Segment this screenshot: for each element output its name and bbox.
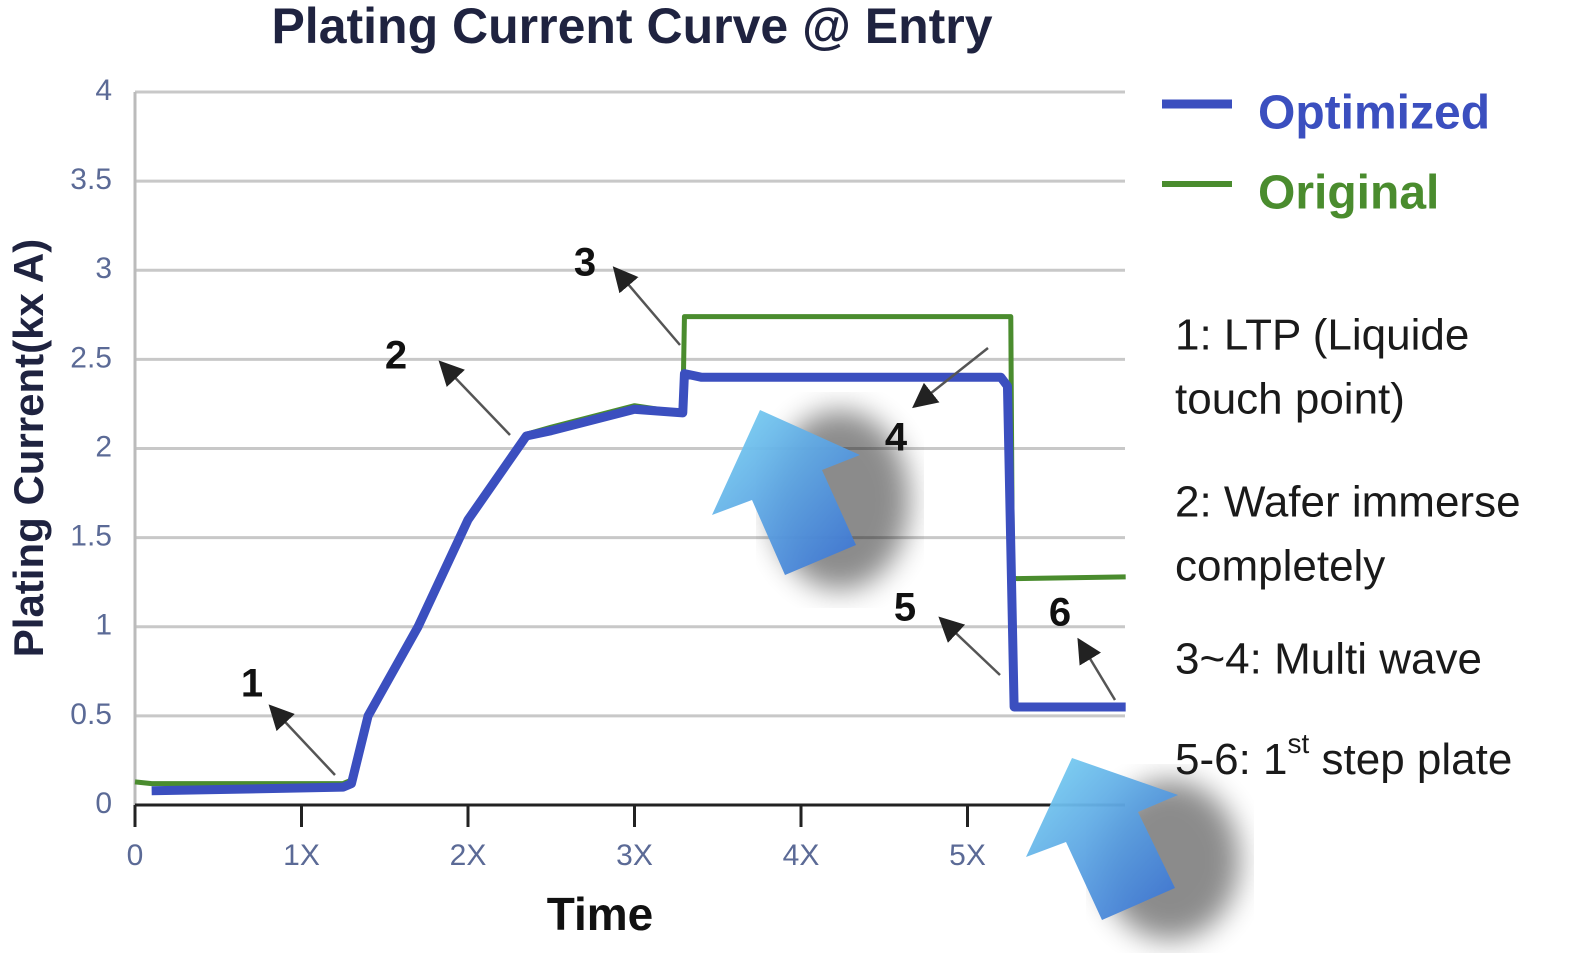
note: 3~4: Multi wave bbox=[1175, 635, 1482, 684]
x-tick-label: 2X bbox=[450, 839, 487, 872]
lines bbox=[134, 314, 1126, 796]
note: 1: LTP (Liquide bbox=[1175, 311, 1469, 360]
x-tick-label: 1X bbox=[283, 839, 320, 872]
y-tick-label: 1.5 bbox=[70, 520, 112, 553]
y-tick-label: 0.5 bbox=[70, 698, 112, 731]
annotation-arrow bbox=[938, 616, 1001, 676]
series-line bbox=[134, 314, 1126, 787]
note-part: step plate bbox=[1309, 735, 1512, 784]
y-axis-label: Plating Current(kx A) bbox=[5, 239, 52, 657]
note-superscript: st bbox=[1288, 728, 1310, 759]
annotation-arrow bbox=[1077, 637, 1117, 701]
decor-arrow bbox=[712, 410, 910, 590]
note: 5-6: 1st step plate bbox=[1175, 728, 1512, 783]
annotation-arrow bbox=[612, 266, 681, 346]
y-tick-label: 4 bbox=[95, 74, 112, 107]
series-line bbox=[151, 369, 1126, 796]
x-tick-label: 0 bbox=[127, 839, 144, 872]
annotation-arrow bbox=[912, 347, 989, 409]
y-tick-label: 2.5 bbox=[70, 341, 112, 374]
y-tick-label: 2 bbox=[95, 430, 112, 463]
x-tick-label: 5X bbox=[949, 839, 986, 872]
x-tick-label: 3X bbox=[616, 839, 653, 872]
x-axis-label: Time bbox=[547, 888, 654, 940]
note: touch point) bbox=[1175, 375, 1405, 424]
annotation: 4 bbox=[885, 416, 908, 460]
note: completely bbox=[1175, 542, 1385, 591]
note-part: 5-6: 1 bbox=[1175, 735, 1288, 784]
y-tick-label: 3.5 bbox=[70, 163, 112, 196]
annotation: 1 bbox=[241, 662, 263, 706]
chart-title: Plating Current Curve @ Entry bbox=[271, 0, 992, 54]
legend-label: Optimized bbox=[1258, 87, 1490, 140]
annotation: 2 bbox=[385, 334, 407, 378]
annotation-arrow bbox=[268, 704, 336, 776]
y-tick-label: 1 bbox=[95, 609, 112, 642]
legend: Optimized Original bbox=[1162, 87, 1490, 220]
y-tick-label: 0 bbox=[95, 787, 112, 820]
note: 2: Wafer immerse bbox=[1175, 478, 1521, 527]
x-tick-label: 4X bbox=[783, 839, 820, 872]
annotation-arrow bbox=[438, 360, 511, 436]
annotation: 6 bbox=[1049, 591, 1071, 635]
y-tick-label: 3 bbox=[95, 252, 112, 285]
annotation: 5 bbox=[894, 586, 916, 630]
annotation: 3 bbox=[574, 241, 596, 285]
decor-arrow bbox=[1026, 758, 1240, 940]
legend-label: Original bbox=[1258, 167, 1439, 220]
grid: 0 0.5 1 1.5 2 2.5 3 3.5 4 0 1X 2X 3X 4X 5X bbox=[70, 74, 1125, 872]
